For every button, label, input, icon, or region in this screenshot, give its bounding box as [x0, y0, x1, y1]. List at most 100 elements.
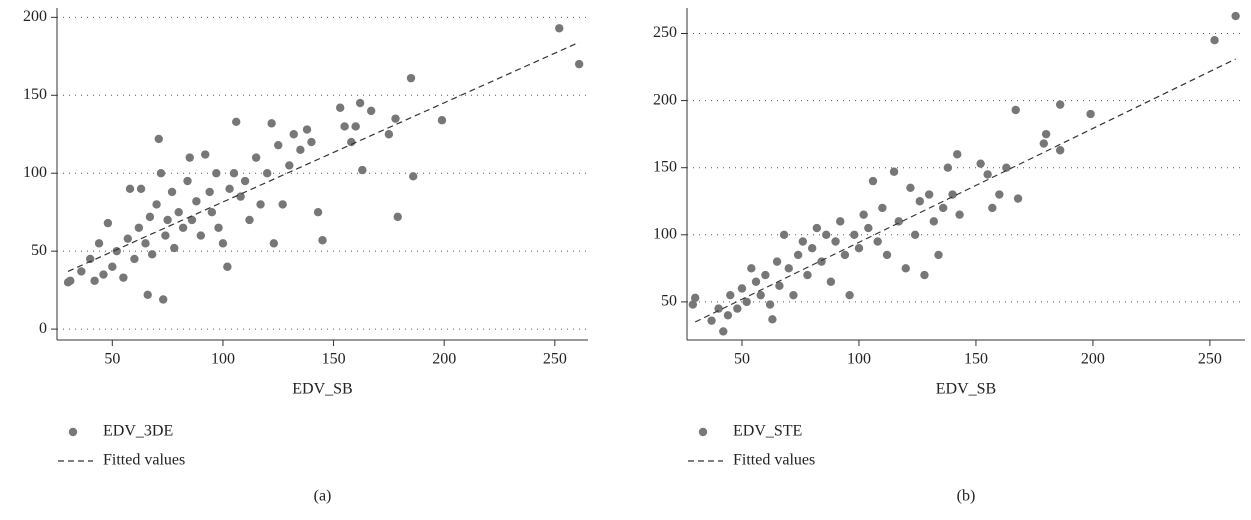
x-tick-label: 200 — [1081, 351, 1105, 368]
data-point — [1013, 194, 1023, 203]
data-point — [924, 190, 934, 199]
data-point — [1011, 105, 1020, 115]
data-point — [340, 122, 349, 131]
y-tick-label: 50 — [31, 242, 47, 259]
data-point — [943, 163, 953, 172]
data-point — [789, 290, 798, 300]
data-point — [130, 254, 139, 264]
data-point — [688, 300, 698, 309]
data-point — [850, 230, 859, 239]
data-point — [267, 119, 276, 128]
data-point — [159, 295, 168, 304]
data-point — [256, 200, 265, 209]
data-point — [212, 169, 221, 178]
data-point — [906, 183, 915, 193]
data-point — [141, 239, 150, 248]
data-point — [77, 267, 86, 276]
data-point — [218, 239, 228, 248]
data-point — [948, 190, 957, 199]
data-point — [223, 262, 232, 271]
x-tick-label: 150 — [964, 351, 988, 368]
data-point — [156, 169, 166, 178]
data-point — [358, 165, 367, 175]
data-point — [134, 223, 144, 232]
data-point — [882, 250, 892, 260]
data-point — [336, 103, 345, 112]
data-point — [161, 231, 170, 240]
data-point — [145, 212, 155, 222]
data-point — [826, 277, 836, 286]
data-point — [178, 223, 188, 232]
data-point — [915, 197, 924, 206]
data-point — [108, 262, 117, 271]
data-point — [269, 239, 279, 248]
data-point — [94, 239, 104, 248]
data-point — [229, 169, 239, 178]
legend-label: EDV_3DE — [103, 423, 173, 440]
data-point — [174, 207, 183, 217]
caption: (a) — [314, 488, 332, 505]
legend-label: EDV_STE — [733, 423, 802, 440]
x-tick-label: 50 — [104, 351, 120, 368]
data-point — [318, 236, 327, 245]
data-point — [147, 250, 157, 259]
data-point — [737, 284, 747, 293]
data-point — [409, 172, 418, 181]
data-point — [154, 134, 163, 144]
legend-label: Fitted values — [103, 452, 185, 469]
data-point — [183, 176, 192, 186]
data-point — [393, 212, 402, 222]
y-tick-label: 200 — [23, 8, 47, 25]
data-point — [878, 203, 887, 213]
data-point — [185, 153, 194, 162]
x-tick-label: 200 — [432, 351, 456, 368]
data-point — [240, 176, 250, 186]
data-point — [187, 215, 197, 225]
data-point — [214, 223, 223, 232]
data-point — [995, 190, 1004, 199]
data-point — [812, 223, 822, 233]
legend-marker — [68, 427, 78, 437]
y-tick-label: 50 — [661, 293, 677, 310]
data-point — [768, 315, 777, 324]
data-point — [125, 184, 135, 194]
data-point — [251, 153, 261, 162]
data-point — [955, 210, 964, 219]
data-point — [723, 311, 733, 320]
data-point — [225, 184, 234, 194]
data-point — [123, 234, 132, 243]
data-point — [803, 270, 812, 280]
data-point — [232, 117, 241, 126]
data-point — [938, 203, 948, 213]
data-point — [831, 237, 840, 246]
x-tick-label: 100 — [211, 351, 235, 368]
data-point — [143, 290, 152, 299]
data-point — [714, 304, 723, 313]
data-point — [742, 297, 751, 307]
data-point — [920, 270, 929, 280]
data-point — [201, 150, 210, 159]
data-point — [406, 73, 416, 83]
data-point — [152, 200, 161, 209]
data-point — [772, 257, 782, 266]
data-point — [285, 161, 294, 170]
data-point — [690, 293, 700, 303]
data-point — [170, 243, 179, 253]
data-point — [555, 24, 564, 33]
data-point — [1041, 129, 1051, 139]
data-point — [854, 244, 864, 253]
data-point — [953, 150, 962, 159]
data-point — [719, 327, 728, 336]
data-point — [245, 215, 254, 225]
data-point — [307, 137, 316, 147]
data-point — [313, 207, 323, 217]
x-axis-label: EDV_SB — [936, 381, 996, 398]
data-point — [574, 59, 584, 69]
data-point — [822, 230, 831, 239]
data-point — [868, 176, 878, 186]
data-point — [779, 230, 789, 239]
data-point — [756, 290, 765, 300]
y-tick-label: 200 — [653, 91, 677, 108]
data-point — [840, 250, 850, 260]
